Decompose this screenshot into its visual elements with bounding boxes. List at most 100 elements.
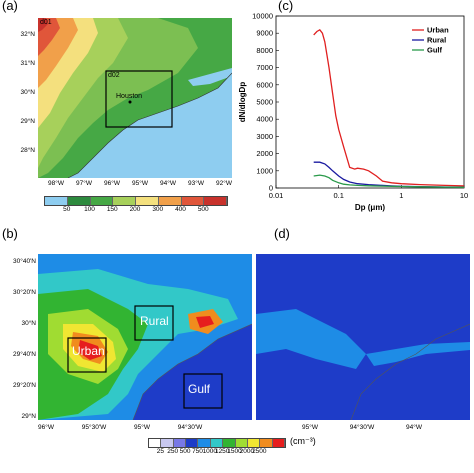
y-tick-label: 10000 xyxy=(252,12,273,21)
lon-tick: 96°W xyxy=(38,424,54,431)
panel-c-label: (c) xyxy=(278,0,294,13)
colorbar-swatch xyxy=(67,197,91,205)
series-line-gulf xyxy=(313,174,465,188)
lat-tick: 30°20'N xyxy=(13,289,36,296)
lat-tick: 29°N xyxy=(21,413,36,420)
lon-tick: 95°W xyxy=(134,424,150,431)
panel-d-label: (d) xyxy=(274,226,290,241)
legend-label-rural: Rural xyxy=(427,36,446,45)
panel-a-label: (a) xyxy=(2,0,18,13)
x-tick-label: 0.1 xyxy=(333,191,343,200)
colorbar-swatch xyxy=(235,439,248,447)
panel-b-label: (b) xyxy=(2,226,18,241)
colorbar-swatch xyxy=(173,439,187,447)
colorbar-tick: 200 xyxy=(129,206,141,213)
concentration-map-d xyxy=(256,254,470,420)
lat-tick: 30°40'N xyxy=(13,258,36,265)
terrain-map-a xyxy=(38,18,232,178)
region-label-gulf: Gulf xyxy=(188,382,211,396)
lon-tick: 95°W xyxy=(132,180,148,187)
plot-frame xyxy=(275,15,465,189)
lon-tick: 95°W xyxy=(302,424,318,431)
concentration-colorbar xyxy=(148,438,286,448)
colorbar-tick: 500 xyxy=(197,206,209,213)
y-tick-label: 0 xyxy=(269,184,273,193)
colorbar-swatch xyxy=(161,439,174,447)
colorbar-swatch xyxy=(45,197,68,205)
colorbar-tick: 500 xyxy=(179,448,191,455)
concentration-map-b xyxy=(38,254,252,420)
colorbar-tick: 100 xyxy=(84,206,95,213)
lon-tick: 94°30'W xyxy=(349,424,375,431)
y-tick-label: 2000 xyxy=(256,149,273,158)
colorbar-tick: 2500 xyxy=(252,448,267,455)
colorbar-tick: 150 xyxy=(106,206,118,213)
x-tick-label: 0.01 xyxy=(269,191,284,200)
lat-tick: 30°N xyxy=(21,320,36,327)
colorbar-tick: 1500 xyxy=(227,448,242,455)
colorbar-swatch xyxy=(90,197,114,205)
y-tick-label: 5000 xyxy=(256,98,273,107)
legend-label-urban: Urban xyxy=(427,26,449,35)
lat-tick: 29°40'N xyxy=(13,351,36,358)
y-tick-label: 4000 xyxy=(256,115,273,124)
lat-tick: 29°20'N xyxy=(13,382,36,389)
houston-label: Houston xyxy=(116,93,143,100)
lat-tick: 30°N xyxy=(20,89,35,96)
colorbar-swatch xyxy=(181,197,205,205)
colorbar-swatch xyxy=(136,197,159,205)
colorbar-swatch xyxy=(247,439,261,447)
colorbar-tick: 25 xyxy=(156,448,165,455)
colorbar-tick: 1000 xyxy=(202,448,218,455)
lon-tick: 94°W xyxy=(406,424,422,431)
colorbar-swatch xyxy=(204,197,227,205)
x-tick-label: 1 xyxy=(399,191,403,200)
lon-tick: 94°W xyxy=(160,180,176,187)
region-label-urban: Urban xyxy=(72,344,105,358)
x-axis-label: Dp (μm) xyxy=(355,203,386,212)
lat-tick: 28°N xyxy=(20,147,35,154)
lat-tick: 29°N xyxy=(20,118,35,125)
colorbar-unit: (cm⁻³) xyxy=(290,436,316,446)
lat-tick: 32°N xyxy=(20,31,35,38)
y-tick-label: 9000 xyxy=(256,29,273,38)
lon-tick: 95°30'W xyxy=(81,424,107,431)
y-tick-label: 6000 xyxy=(256,80,273,89)
y-tick-label: 8000 xyxy=(256,46,273,55)
colorbar-tick: 2000 xyxy=(239,448,255,455)
colorbar-tick: 400 xyxy=(175,206,186,213)
terrain-colorbar xyxy=(44,196,228,206)
y-tick-label: 7000 xyxy=(256,63,273,72)
colorbar-swatch xyxy=(210,439,224,447)
lon-tick: 96°W xyxy=(104,180,120,187)
colorbar-swatch xyxy=(198,439,211,447)
colorbar-swatch xyxy=(186,439,199,447)
lon-tick: 98°W xyxy=(48,180,64,187)
series-line-urban xyxy=(313,28,465,187)
y-tick-label: 3000 xyxy=(256,132,273,141)
y-tick-label: 1000 xyxy=(256,166,273,175)
colorbar-tick: 300 xyxy=(152,206,164,213)
d01-label: d01 xyxy=(40,19,52,26)
lat-tick: 31°N xyxy=(20,60,35,67)
colorbar-tick: 250 xyxy=(167,448,179,455)
y-axis-label: dN/dlogDp xyxy=(238,82,247,123)
d02-label: d02 xyxy=(108,72,120,79)
colorbar-tick: 750 xyxy=(192,448,203,455)
colorbar-swatch xyxy=(113,197,136,205)
colorbar-swatch xyxy=(149,439,162,447)
x-tick-label: 10 xyxy=(460,191,468,200)
lon-tick: 93°W xyxy=(188,180,204,187)
lon-tick: 92°W xyxy=(216,180,232,187)
legend-label-gulf: Gulf xyxy=(427,46,442,55)
size-distribution-chart: 0100020003000400050006000700080009000100… xyxy=(238,12,468,213)
lon-tick: 94°30'W xyxy=(177,424,203,431)
colorbar-swatch xyxy=(158,197,182,205)
colorbar-tick: 50 xyxy=(63,206,71,213)
colorbar-tick: 1250 xyxy=(214,448,230,455)
colorbar-swatch xyxy=(260,439,273,447)
region-label-rural: Rural xyxy=(140,314,169,328)
colorbar-swatch xyxy=(223,439,236,447)
colorbar-swatch xyxy=(272,439,285,447)
lon-tick: 97°W xyxy=(76,180,92,187)
